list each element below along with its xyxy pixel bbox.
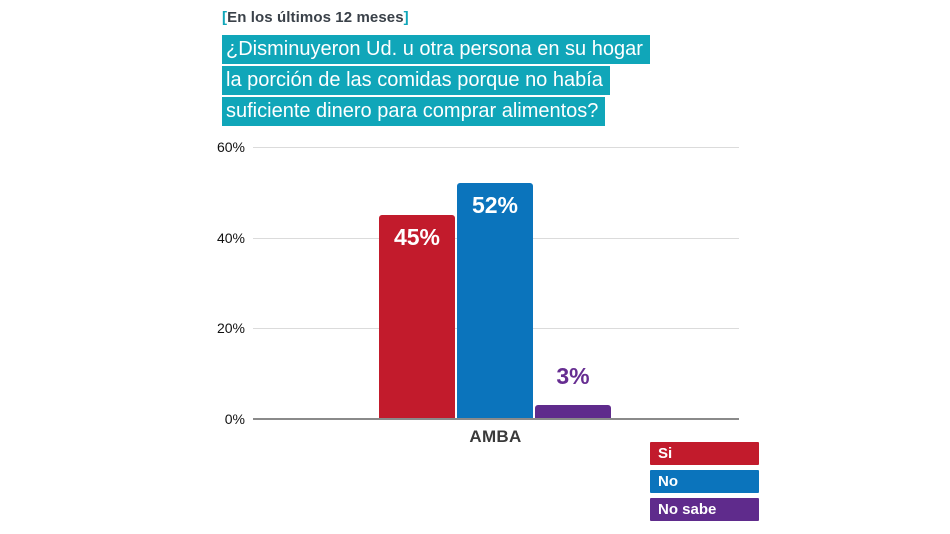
- legend: Si No No sabe: [650, 442, 759, 526]
- open-bracket: [: [222, 9, 228, 26]
- legend-item-no: No: [650, 470, 759, 493]
- bar-si-value-label: 45%: [393, 224, 441, 250]
- bar-no-value-label: 52%: [471, 192, 519, 218]
- legend-item-no-sabe-label: No sabe: [658, 501, 717, 518]
- y-tick-60: 60%: [216, 139, 245, 155]
- x-axis-line: [253, 418, 739, 420]
- bar-si: 45%: [379, 215, 455, 419]
- legend-item-si-label: Si: [658, 445, 673, 462]
- bar-no: 52%: [457, 183, 533, 419]
- legend-item-no-label: No: [658, 473, 678, 490]
- bar-no-sabe: 3%: [535, 363, 611, 419]
- chart-title-line-1: ¿Disminuyeron Ud. u otra persona en su h…: [222, 35, 650, 64]
- legend-item-si: Si: [650, 442, 759, 465]
- chart-title-line-2: la porción de las comidas porque no habí…: [222, 66, 610, 95]
- bar-no-sabe-value-label: 3%: [556, 363, 590, 389]
- chart-title-line-3: suficiente dinero para comprar alimentos…: [222, 97, 606, 126]
- plot-area: 45% 52% 3%: [253, 147, 739, 420]
- close-bracket: ]: [403, 9, 409, 26]
- chart-subtitle-text: En los últimos 12 meses: [227, 9, 404, 26]
- y-tick-0: 0%: [224, 411, 245, 427]
- x-category-label: AMBA: [469, 427, 522, 446]
- gridline-60: [253, 147, 739, 148]
- y-tick-20: 20%: [216, 320, 245, 336]
- y-tick-40: 40%: [216, 230, 245, 246]
- legend-item-no-sabe: No sabe: [650, 498, 759, 521]
- chart-subtitle: [En los últimos 12 meses]: [222, 9, 409, 26]
- chart-title: ¿Disminuyeron Ud. u otra persona en su h…: [222, 35, 650, 128]
